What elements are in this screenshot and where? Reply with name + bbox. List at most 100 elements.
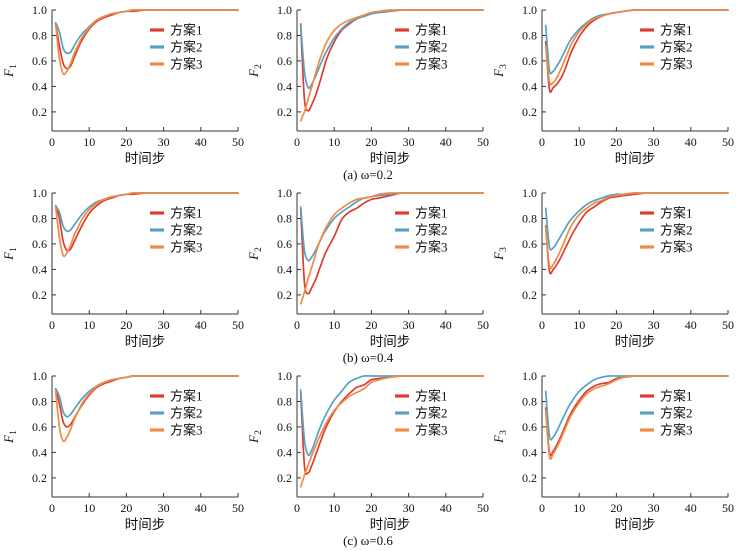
tick-labels: 0 10 20 30 40 50 0.2 0.4 0.6 0.8 1.0 xyxy=(522,186,734,332)
legend-label-方案2: 方案2 xyxy=(170,406,203,421)
x-tick-label: 30 xyxy=(158,318,170,332)
y-tick-label: 0.8 xyxy=(32,29,47,43)
series-line-方案3 xyxy=(544,9,729,86)
x-tick-label: 20 xyxy=(610,501,622,515)
y-tick-label: 0.4 xyxy=(277,445,292,459)
legend-label-方案3: 方案3 xyxy=(170,57,203,72)
y-tick-label: 0.8 xyxy=(522,395,537,409)
series-line-方案3 xyxy=(299,375,484,488)
series-line-方案2 xyxy=(299,374,484,457)
x-tick-label: 40 xyxy=(440,318,452,332)
y-axis-label: F1 xyxy=(1,64,19,78)
figure-row-b-charts: 0 10 20 30 40 50 0.2 0.4 0.6 0.8 1.0 时间步 F1 方案1 方案2 方案3… xyxy=(0,183,736,350)
x-axis-label: 时间步 xyxy=(125,517,166,532)
tick-labels: 0 10 20 30 40 50 0.2 0.4 0.6 0.8 1.0 xyxy=(277,186,489,332)
chart-c-f2: 0 10 20 30 40 50 0.2 0.4 0.6 0.8 1.0 时间步 F2 方案1 方案2 方案3 xyxy=(245,366,490,533)
series-line-方案2 xyxy=(54,192,239,233)
y-tick-label: 1.0 xyxy=(277,369,292,383)
x-tick-label: 40 xyxy=(195,318,207,332)
x-tick-label: 10 xyxy=(573,318,585,332)
legend-label-方案3: 方案3 xyxy=(170,423,203,438)
x-tick-label: 10 xyxy=(573,135,585,149)
x-tick-label: 30 xyxy=(648,318,660,332)
figure-row-c-charts: 0 10 20 30 40 50 0.2 0.4 0.6 0.8 1.0 时间步 F1 方案1 方案2 方案3… xyxy=(0,366,736,533)
y-axis-label: F2 xyxy=(246,247,264,261)
x-tick-label: 30 xyxy=(403,135,415,149)
tick-labels: 0 10 20 30 40 50 0.2 0.4 0.6 0.8 1.0 xyxy=(277,3,489,149)
axes xyxy=(541,192,729,315)
x-tick-label: 20 xyxy=(610,318,622,332)
figure-row-a-charts: 0 10 20 30 40 50 0.2 0.4 0.6 0.8 1.0 时间步 F1 方案1 方案2 方案3… xyxy=(0,0,736,167)
legend-label-方案1: 方案1 xyxy=(660,389,693,404)
x-tick-label: 10 xyxy=(573,501,585,515)
x-axis-label: 时间步 xyxy=(615,517,656,532)
x-tick-label: 40 xyxy=(685,135,697,149)
chart-c-f3: 0 10 20 30 40 50 0.2 0.4 0.6 0.8 1.0 时间步 F3 方案1 方案2 方案3 xyxy=(490,366,735,533)
y-axis-label: F3 xyxy=(491,430,509,444)
x-tick-label: 0 xyxy=(49,135,55,149)
legend: 方案1 方案2 方案3 xyxy=(150,389,203,438)
tick-labels: 0 10 20 30 40 50 0.2 0.4 0.6 0.8 1.0 xyxy=(32,369,244,515)
x-tick-label: 40 xyxy=(440,135,452,149)
axes xyxy=(51,375,239,498)
y-tick-label: 0.8 xyxy=(522,212,537,226)
legend-label-方案2: 方案2 xyxy=(170,223,203,238)
line-chart-c-F1: 0 10 20 30 40 50 0.2 0.4 0.6 0.8 1.0 时间步 F1 方案1 方案2 方案3 xyxy=(1,369,244,532)
x-tick-label: 40 xyxy=(685,501,697,515)
x-tick-label: 0 xyxy=(539,318,545,332)
x-tick-label: 40 xyxy=(195,135,207,149)
y-tick-label: 0.6 xyxy=(277,54,292,68)
x-tick-label: 0 xyxy=(294,318,300,332)
y-axis-label: F3 xyxy=(491,64,509,78)
line-chart-a-F1: 0 10 20 30 40 50 0.2 0.4 0.6 0.8 1.0 时间步 F1 方案1 方案2 方案3 xyxy=(1,3,244,166)
caption-b: (b) ω=0.4 xyxy=(342,350,394,365)
x-tick-label: 0 xyxy=(49,501,55,515)
axes xyxy=(541,9,729,132)
series-line-方案3 xyxy=(544,192,729,270)
x-tick-label: 20 xyxy=(120,501,132,515)
y-tick-label: 0.6 xyxy=(277,420,292,434)
y-tick-label: 0.4 xyxy=(522,79,537,93)
series-line-方案1 xyxy=(544,192,729,275)
figure-row-c: 0 10 20 30 40 50 0.2 0.4 0.6 0.8 1.0 时间步 F1 方案1 方案2 方案3… xyxy=(0,366,736,549)
y-tick-label: 0.2 xyxy=(277,288,292,302)
x-tick-label: 50 xyxy=(722,135,734,149)
y-tick-label: 0.8 xyxy=(32,212,47,226)
legend-label-方案2: 方案2 xyxy=(415,406,448,421)
x-tick-label: 50 xyxy=(477,135,489,149)
x-tick-label: 50 xyxy=(477,501,489,515)
line-chart-b-F3: 0 10 20 30 40 50 0.2 0.4 0.6 0.8 1.0 时间步 F3 方案1 方案2 方案3 xyxy=(491,186,734,349)
y-tick-label: 0.6 xyxy=(32,420,47,434)
y-tick-label: 0.6 xyxy=(32,54,47,68)
legend-label-方案1: 方案1 xyxy=(170,206,203,221)
x-tick-label: 10 xyxy=(328,135,340,149)
x-tick-label: 30 xyxy=(403,501,415,515)
x-tick-label: 50 xyxy=(722,501,734,515)
series-line-方案1 xyxy=(54,9,239,70)
x-tick-label: 30 xyxy=(158,501,170,515)
y-tick-label: 0.2 xyxy=(277,471,292,485)
x-tick-label: 40 xyxy=(440,501,452,515)
x-tick-label: 50 xyxy=(477,318,489,332)
x-axis-label: 时间步 xyxy=(370,517,411,532)
y-tick-label: 0.8 xyxy=(32,395,47,409)
figure-row-a: 0 10 20 30 40 50 0.2 0.4 0.6 0.8 1.0 时间步 F1 方案1 方案2 方案3… xyxy=(0,0,736,183)
y-tick-label: 0.6 xyxy=(522,54,537,68)
caption-c: (c) ω=0.6 xyxy=(343,533,393,548)
x-tick-label: 50 xyxy=(232,318,244,332)
tick-labels: 0 10 20 30 40 50 0.2 0.4 0.6 0.8 1.0 xyxy=(32,3,244,149)
x-axis-label: 时间步 xyxy=(125,334,166,349)
series-line-方案1 xyxy=(299,375,484,475)
line-chart-b-F2: 0 10 20 30 40 50 0.2 0.4 0.6 0.8 1.0 时间步 F2 方案1 方案2 方案3 xyxy=(246,186,489,349)
y-tick-label: 0.6 xyxy=(522,420,537,434)
line-chart-c-F3: 0 10 20 30 40 50 0.2 0.4 0.6 0.8 1.0 时间步 F3 方案1 方案2 方案3 xyxy=(491,369,734,532)
y-tick-label: 0.8 xyxy=(277,29,292,43)
y-tick-label: 1.0 xyxy=(522,186,537,200)
x-tick-label: 20 xyxy=(365,135,377,149)
axes xyxy=(296,9,484,132)
legend-label-方案1: 方案1 xyxy=(415,389,448,404)
series-line-方案1 xyxy=(54,192,239,252)
series-line-方案1 xyxy=(544,375,729,457)
x-tick-label: 10 xyxy=(328,318,340,332)
